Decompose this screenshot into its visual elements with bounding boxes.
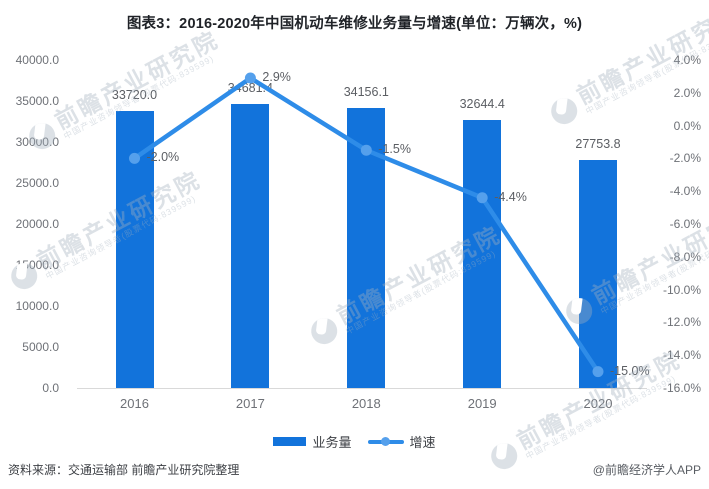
chart-title: 图表3：2016-2020年中国机动车维修业务量与增速(单位：万辆次，%): [126, 16, 583, 32]
y-axis-right-tick: -16.0%: [662, 381, 701, 395]
growth-value-label: -1.5%: [378, 142, 411, 157]
y-axis-right-tick: -14.0%: [662, 348, 701, 363]
legend-label-volume: 业务量: [312, 435, 352, 450]
bar-2020: [579, 160, 617, 388]
legend-line-dot-icon: [380, 437, 390, 446]
y-axis-right-tick: -2.0%: [669, 151, 701, 166]
source-note: 资料来源：交通运输部 前瞻产业研究院整理: [8, 463, 240, 477]
y-axis-right-tick: -8.0%: [669, 249, 701, 264]
y-axis-left-tick: 10000.0: [15, 299, 59, 313]
watermark-logo-icon: [546, 93, 582, 129]
y-axis-left-tick: 0.0: [42, 381, 59, 395]
growth-value-label: -4.4%: [494, 189, 527, 204]
y-axis-left-tick: 20000.0: [15, 217, 59, 231]
bar-value-label: 27753.8: [575, 137, 621, 152]
bar-value-label: 33720.0: [111, 88, 158, 103]
y-axis-right-tick: 4.0%: [673, 53, 701, 67]
y-axis-left-tick: 35000.0: [15, 94, 59, 108]
legend-item-growth: 增速: [367, 432, 436, 451]
legend-item-volume: 业务量: [273, 432, 352, 451]
bar-2019: [463, 120, 502, 388]
watermark-logo-icon: [306, 313, 342, 349]
x-axis-label-2016: 2016: [120, 396, 149, 411]
growth-value-label: -2.0%: [146, 150, 180, 165]
y-axis-left-tick: 40000.0: [15, 53, 59, 67]
growth-value-label: 2.9%: [262, 70, 291, 85]
y-axis-left-tick: 5000.0: [22, 340, 59, 354]
y-axis-right-tick: 2.0%: [673, 85, 701, 100]
growth-value-label: -15.0%: [610, 363, 650, 378]
y-axis-right-tick: -4.0%: [669, 184, 701, 199]
y-axis-right-tick: 0.0%: [673, 118, 701, 133]
x-axis-label-2017: 2017: [235, 396, 265, 411]
legend-label-growth: 增速: [409, 435, 436, 450]
bar-value-label: 34156.1: [343, 84, 389, 99]
y-axis-left-tick: 15000.0: [15, 258, 59, 272]
bar-value-label: 32644.4: [459, 97, 505, 112]
x-axis-label-2018: 2018: [351, 396, 381, 411]
legend-line-swatch: [367, 437, 404, 447]
x-axis-label-2020: 2020: [583, 396, 613, 411]
x-axis-line: [77, 388, 647, 389]
bar-2017: [231, 103, 270, 388]
y-axis-left-tick: 25000.0: [15, 176, 59, 190]
y-axis-right-tick: -12.0%: [662, 315, 701, 330]
y-axis-right-tick: -10.0%: [662, 282, 701, 297]
x-axis-label-2019: 2019: [467, 396, 497, 411]
legend-bar-swatch: [273, 437, 307, 446]
credit-note: @前瞻经济学人APP: [592, 463, 701, 477]
y-axis-right-tick: -6.0%: [669, 217, 701, 231]
y-axis-left-tick: 30000.0: [15, 135, 59, 149]
watermark-subtext: 中国产业咨询领导者(股票代码:839599): [583, 28, 709, 117]
legend: 业务量 增速: [0, 432, 709, 451]
